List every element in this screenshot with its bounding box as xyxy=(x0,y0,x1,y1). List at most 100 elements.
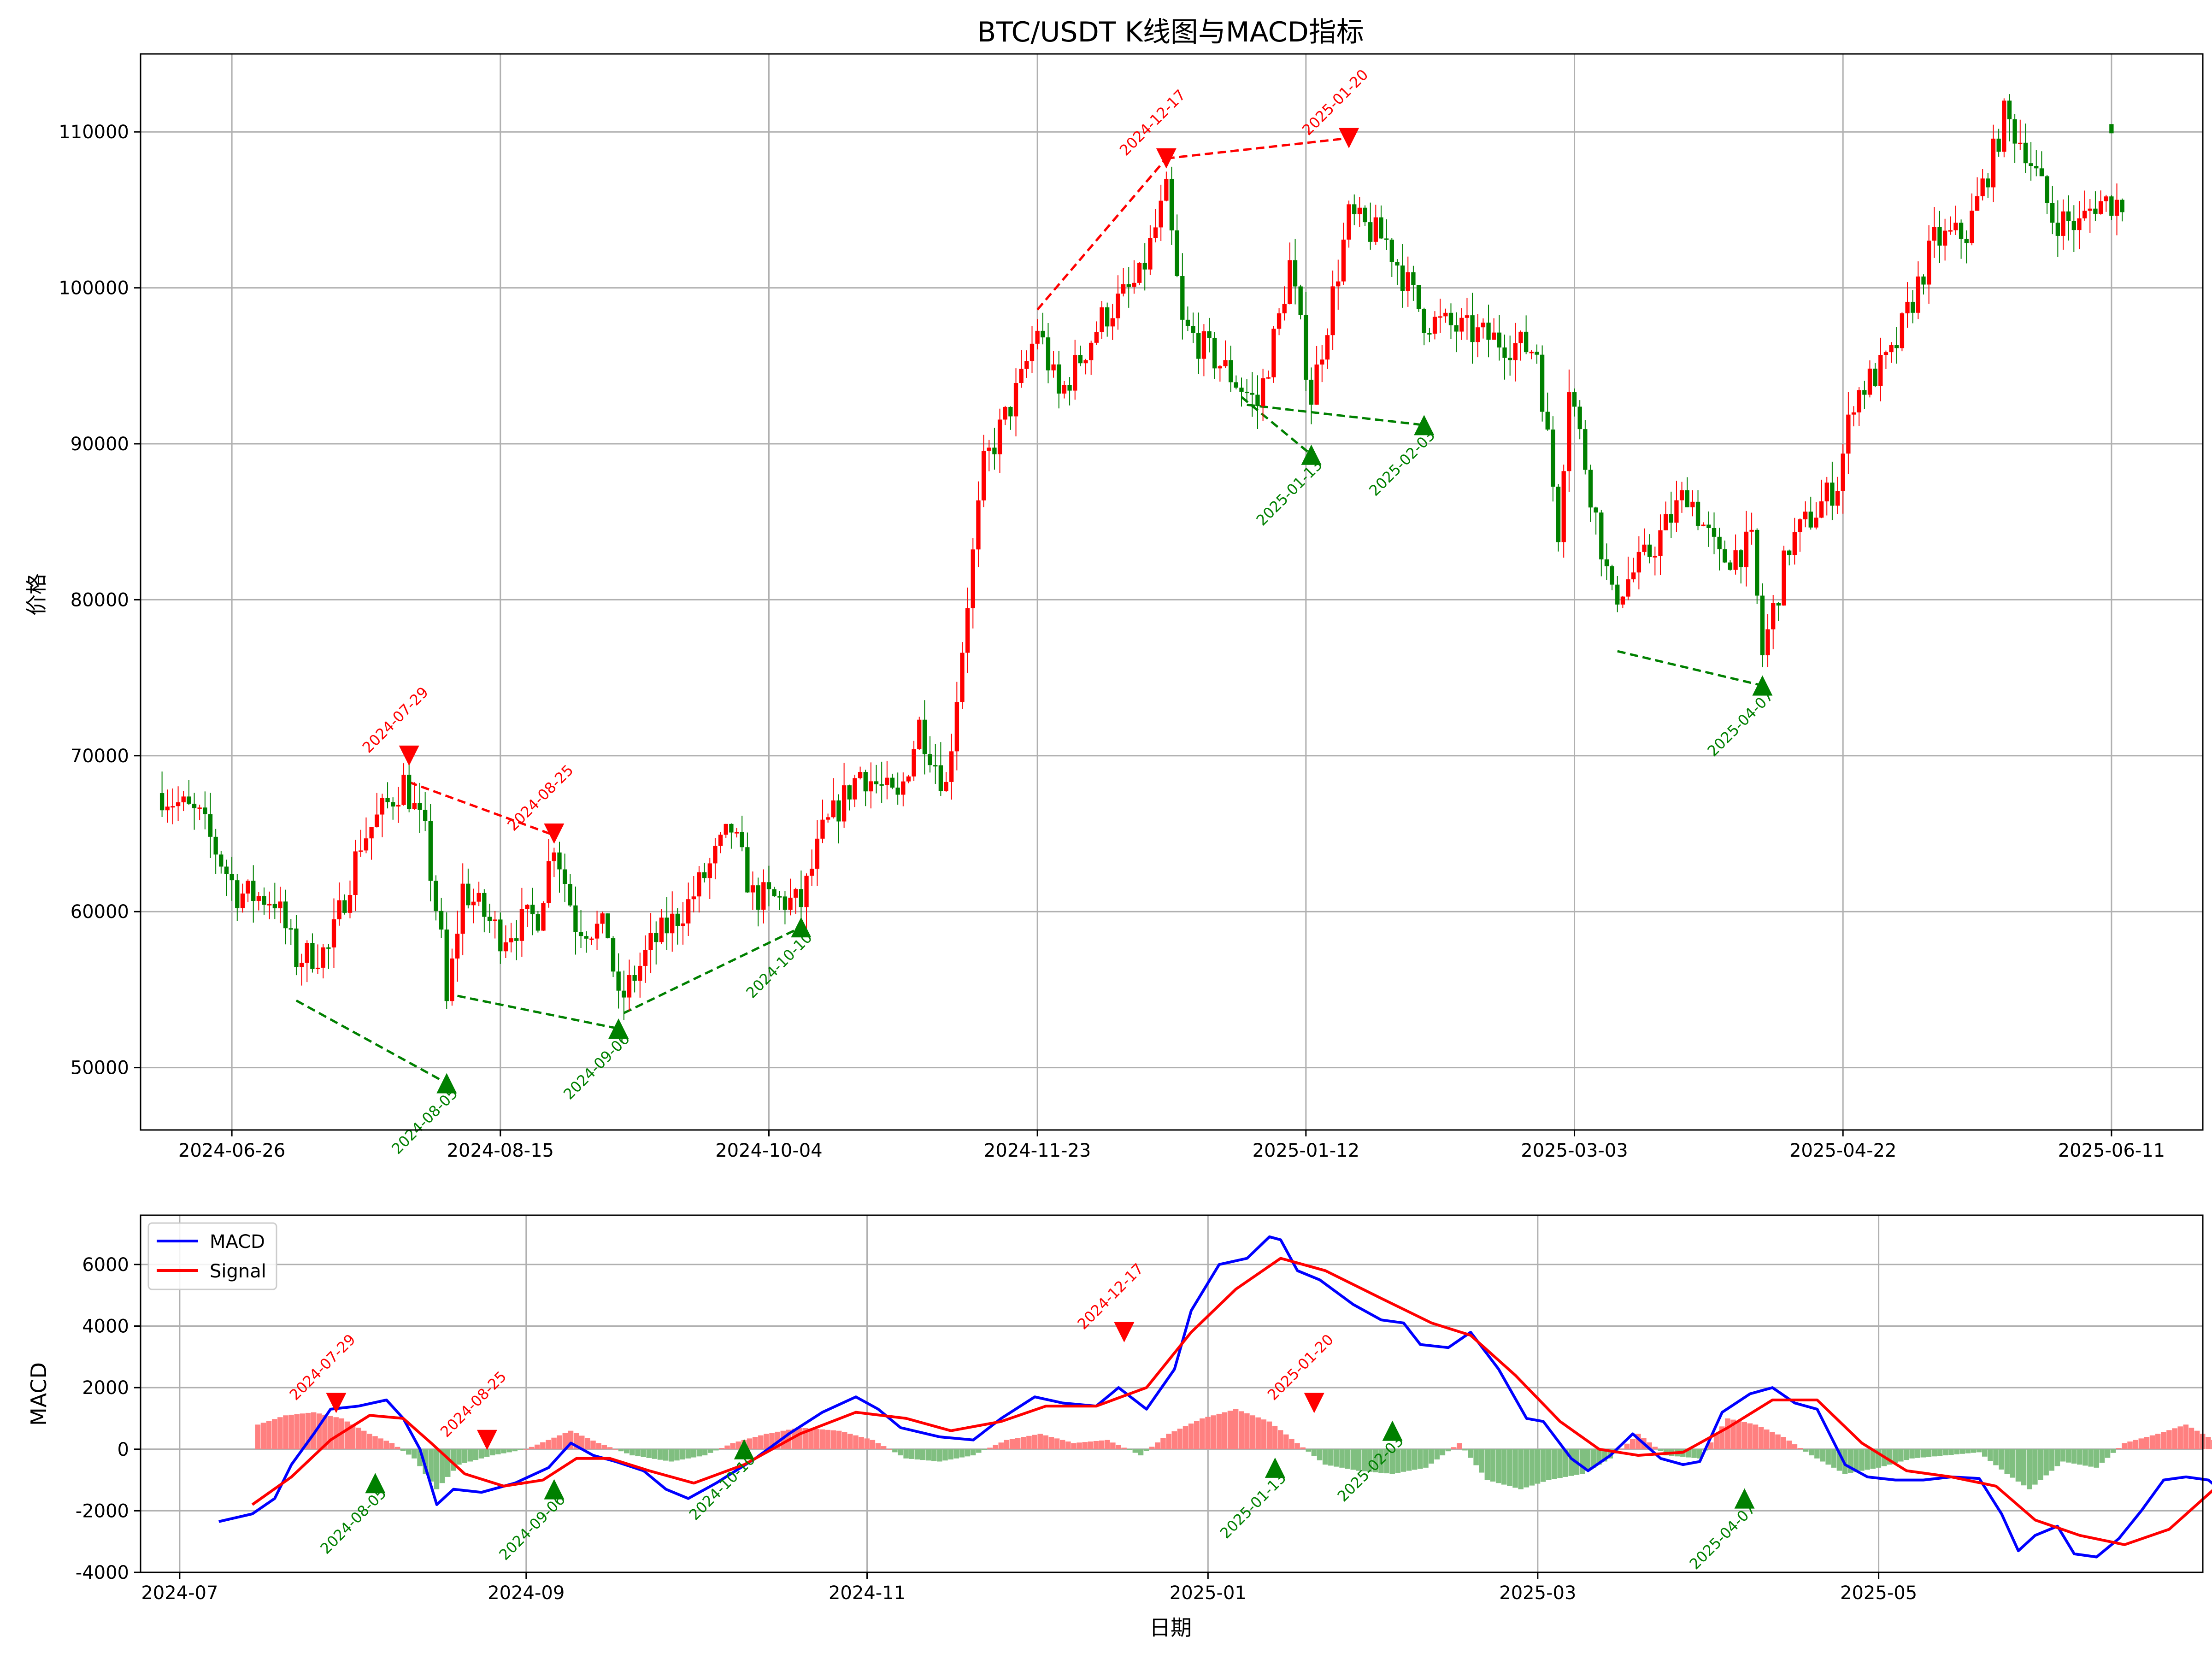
candle-body xyxy=(176,802,181,806)
candle-body xyxy=(2120,200,2124,212)
candle-body xyxy=(1352,204,1357,214)
candle-body xyxy=(337,900,341,919)
candle-body xyxy=(165,806,170,811)
macd-histogram-bar xyxy=(674,1449,680,1461)
candle-body xyxy=(326,947,331,949)
macd-histogram-bar xyxy=(328,1416,333,1449)
candle-body xyxy=(1470,315,1475,342)
macd-histogram-bar xyxy=(260,1423,266,1449)
candle-body xyxy=(799,889,804,907)
candle-body xyxy=(997,419,1002,454)
candle-body xyxy=(1792,532,1797,555)
macd-histogram-bar xyxy=(1764,1430,1770,1449)
candle-body xyxy=(933,765,938,767)
macd-histogram-bar xyxy=(1529,1449,1535,1486)
candle-body xyxy=(606,913,610,939)
macd-bullish-marker xyxy=(1265,1457,1285,1478)
candle-body xyxy=(1583,429,1588,470)
candle-body xyxy=(240,893,245,908)
macd-histogram-bar xyxy=(1054,1438,1060,1449)
candle-body xyxy=(331,919,336,947)
macd-histogram-bar xyxy=(657,1449,663,1460)
candle-body xyxy=(1234,382,1239,388)
candle-body xyxy=(1776,603,1781,606)
candle-body xyxy=(659,918,664,942)
candle-body xyxy=(1008,406,1013,417)
macd-histogram-bar xyxy=(322,1414,328,1449)
candle-body xyxy=(1218,366,1223,369)
candle-body xyxy=(600,913,605,924)
macd-histogram-bar xyxy=(2060,1449,2066,1462)
price-x-tick-label: 2024-11-23 xyxy=(984,1140,1091,1161)
candle-body xyxy=(1003,406,1007,420)
candle-body xyxy=(1497,332,1502,348)
macd-histogram-bar xyxy=(2138,1438,2144,1449)
candle-body xyxy=(460,883,465,934)
macd-histogram-bar xyxy=(1182,1426,1188,1449)
candle-body xyxy=(2093,208,2098,214)
candle-body xyxy=(251,881,256,901)
macd-histogram-bar xyxy=(1032,1435,1037,1449)
candle-body xyxy=(369,827,374,839)
candle-body xyxy=(535,914,541,931)
candle-body xyxy=(1937,227,1942,246)
candle-body xyxy=(761,882,766,910)
macd-histogram-bar xyxy=(747,1438,753,1449)
candle-body xyxy=(2061,211,2065,236)
price-y-axis-label: 价格 xyxy=(24,573,49,616)
price-bullish-label: 2025-02-03 xyxy=(1365,426,1438,499)
candle-body xyxy=(895,788,900,795)
macd-histogram-bar xyxy=(546,1440,551,1449)
candle-body xyxy=(1953,223,1958,230)
macd-histogram-bar xyxy=(1993,1449,1999,1465)
price-bearish-label: 2024-07-29 xyxy=(359,683,432,756)
candle-body xyxy=(1427,333,1432,335)
macd-histogram-bar xyxy=(428,1449,434,1482)
candle-body xyxy=(1798,519,1802,533)
macd-histogram-bar xyxy=(1306,1449,1312,1452)
macd-histogram-bar xyxy=(1870,1449,1876,1469)
macd-bearish-label: 2024-12-17 xyxy=(1074,1260,1147,1333)
candle-body xyxy=(1255,394,1260,406)
candle-body xyxy=(1373,217,1378,242)
candle-body xyxy=(1416,285,1421,309)
macd-histogram-bar xyxy=(1188,1424,1194,1449)
candle-body xyxy=(1706,524,1711,528)
macd-x-axis-label: 日期 xyxy=(1149,1615,1192,1640)
candle-body xyxy=(1411,272,1416,285)
macd-histogram-bar xyxy=(1473,1449,1479,1465)
macd-histogram xyxy=(255,1409,2212,1489)
macd-axes-frame xyxy=(140,1214,2204,1573)
macd-histogram-bar xyxy=(266,1421,272,1449)
candle-body xyxy=(1851,412,1856,415)
macd-histogram-bar xyxy=(1948,1449,1954,1455)
price-x-tick-label: 2025-01-12 xyxy=(1253,1140,1359,1161)
macd-histogram-bar xyxy=(937,1449,942,1462)
candle-body xyxy=(2034,166,2039,169)
macd-histogram-bar xyxy=(685,1449,691,1459)
macd-histogram-bar xyxy=(1719,1426,1725,1449)
candle-body xyxy=(1588,470,1593,508)
candle-body xyxy=(1819,501,1824,518)
macd-histogram-bar xyxy=(1384,1449,1389,1474)
candle-body xyxy=(1577,406,1582,429)
macd-histogram-bar xyxy=(1540,1449,1546,1482)
candle-body xyxy=(1980,178,1985,196)
candle-body xyxy=(1631,572,1636,580)
candle-body xyxy=(1744,531,1749,568)
macd-bearish-marker xyxy=(477,1430,497,1450)
candle-body xyxy=(772,889,777,896)
candle-body xyxy=(912,749,916,777)
candle-body xyxy=(1636,552,1641,573)
candle-body xyxy=(826,817,830,820)
macd-histogram-bar xyxy=(1876,1449,1882,1468)
candle-body xyxy=(1991,138,1996,188)
candle-body xyxy=(450,958,454,1001)
macd-histogram-bar xyxy=(529,1447,535,1449)
macd-histogram-bar xyxy=(1015,1438,1021,1449)
candle-body xyxy=(1679,490,1684,500)
macd-histogram-bar xyxy=(1786,1441,1792,1449)
macd-histogram-bar xyxy=(417,1449,423,1466)
macd-axis-ticks: 2024-07 2024-09 2024-11 2025-01 2025-03 2025-… xyxy=(76,1254,1917,1604)
